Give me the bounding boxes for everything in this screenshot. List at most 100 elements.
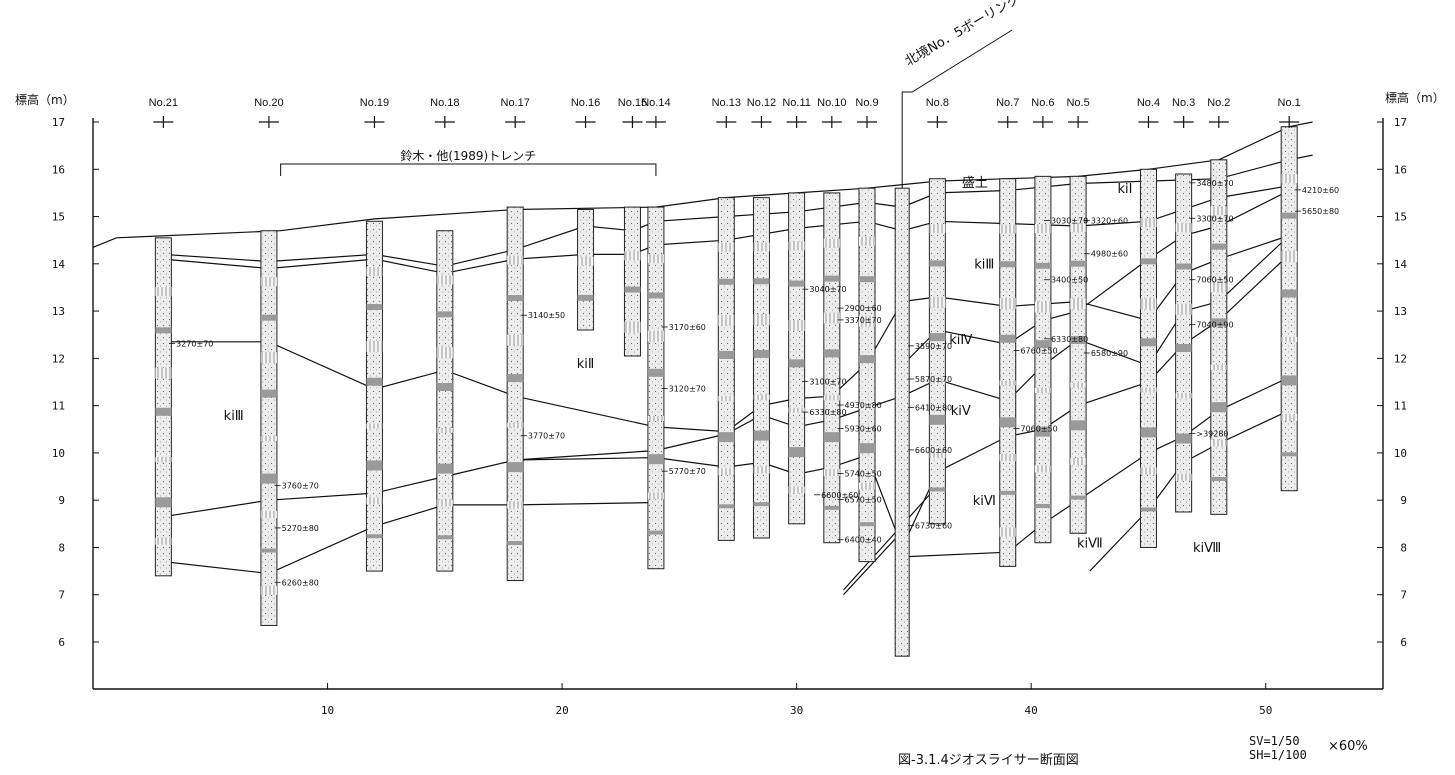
core-layer — [647, 330, 664, 342]
core-layer — [999, 490, 1016, 495]
core-label: No.2 — [1207, 97, 1230, 109]
radiocarbon-date: 3270±70 — [176, 340, 213, 349]
core-layer — [788, 359, 805, 368]
core-layer — [155, 327, 172, 334]
core-layer — [753, 349, 770, 358]
core-layer — [1175, 263, 1192, 270]
core-layer — [753, 394, 770, 400]
core-layer — [366, 304, 383, 311]
radiocarbon-date: 3590±70 — [915, 342, 952, 351]
radiocarbon-date: 6330±80 — [1051, 335, 1088, 344]
core-layer — [753, 314, 770, 326]
radiocarbon-date: 6570±50 — [845, 496, 882, 505]
core-layer — [366, 423, 383, 429]
y-tick-label-right: 15 — [1394, 211, 1407, 224]
y-tick-label-right: 7 — [1400, 589, 1407, 602]
core-layer — [1140, 427, 1157, 438]
radiocarbon-date: 6580±90 — [1091, 349, 1128, 358]
core-layer — [1175, 433, 1192, 444]
radiocarbon-date: 3760±70 — [282, 481, 319, 490]
radiocarbon-date: 5270±80 — [282, 524, 319, 533]
radiocarbon-date: 3120±70 — [669, 384, 706, 393]
unit-label: kiⅢ — [974, 258, 994, 273]
core-label: No.6 — [1031, 97, 1054, 109]
core-layer — [507, 255, 524, 265]
core-layer — [260, 548, 277, 553]
x-tick-label: 40 — [1025, 704, 1038, 717]
core-layer — [155, 497, 172, 508]
core-layer — [507, 541, 524, 546]
radiocarbon-date: 7060±50 — [1196, 276, 1233, 285]
radiocarbon-date: 5770±70 — [669, 467, 706, 476]
fill-label: 盛土 — [962, 176, 988, 191]
y-tick-label-right: 14 — [1394, 258, 1408, 271]
core-layer — [1210, 281, 1227, 292]
unit-label: kiⅡ — [577, 357, 595, 372]
radiocarbon-date: 3370±70 — [845, 316, 882, 325]
trench-label: 鈴木・他(1989)トレンチ — [400, 148, 536, 163]
core-layer — [929, 333, 946, 342]
unit-label: kiⅠ — [1118, 182, 1133, 197]
core-layer — [1140, 338, 1157, 347]
core-layer — [1140, 467, 1157, 475]
core-label: No.7 — [996, 97, 1019, 109]
core-layer — [1070, 457, 1087, 465]
right-axis-title: 標高（m） — [1385, 90, 1445, 105]
radiocarbon-date: 4930±80 — [845, 401, 882, 410]
core-layer — [999, 380, 1016, 386]
core-column — [577, 208, 595, 331]
y-tick-label-left: 10 — [52, 447, 65, 460]
core-layer — [647, 292, 664, 299]
y-tick-label-right: 6 — [1400, 636, 1407, 649]
core-layer — [1175, 393, 1192, 399]
core-layer — [1175, 223, 1192, 233]
core-layer — [859, 315, 875, 327]
core-layer — [1175, 303, 1192, 315]
core-layer — [788, 447, 805, 458]
core-layer — [1070, 495, 1087, 500]
x-tick-label: 50 — [1259, 704, 1272, 717]
x-tick-label: 30 — [790, 704, 803, 717]
core-label: No.18 — [430, 97, 459, 109]
core-layer — [260, 277, 277, 287]
core-layer — [1281, 375, 1298, 386]
core-layer — [155, 457, 172, 463]
core-layer — [260, 436, 277, 442]
core-layer — [859, 276, 875, 283]
core-column — [260, 230, 278, 626]
radiocarbon-date: 3140±50 — [528, 311, 565, 320]
radiocarbon-date: 3770±70 — [528, 432, 565, 441]
core-label: No.15 — [618, 97, 647, 109]
scale-horizontal: SH=1/100 — [1249, 748, 1307, 762]
core-layer — [260, 511, 277, 519]
core-layer — [1140, 218, 1157, 228]
core-column — [623, 206, 641, 357]
core-layer — [929, 260, 946, 267]
unit-label: kiⅣ — [949, 333, 972, 348]
core-layer — [1140, 298, 1157, 310]
unit-label: kiⅧ — [1193, 541, 1221, 556]
radiocarbon-date: 6260±80 — [282, 578, 319, 587]
core-layer — [1034, 387, 1051, 393]
core-layer — [366, 460, 383, 471]
core-layer — [436, 427, 453, 433]
core-label: No.17 — [501, 97, 530, 109]
horizon-ground-surface — [92, 121, 1313, 248]
core-layer — [1070, 298, 1087, 310]
core-layer — [366, 497, 383, 505]
y-tick-label-left: 6 — [58, 636, 65, 649]
y-tick-label-left: 8 — [58, 541, 65, 554]
axis-frame: 6 6 7 7 8 8 9 9 10 10 11 11 12 12 13 13 14 14 15 15 16 16 17 17… — [15, 90, 1445, 717]
core-layer — [647, 454, 664, 465]
core-layer — [859, 522, 875, 527]
core-layer — [788, 320, 805, 331]
radiocarbon-date: 6600±60 — [821, 491, 858, 500]
core-layer — [366, 377, 383, 386]
core-layer — [929, 296, 946, 308]
core-layer — [718, 396, 735, 402]
core-columns: No.21 No.20 No.19 No.18 No.17 No.16 No.15No.14… — [149, 97, 1301, 657]
horizon-fault-line — [843, 485, 938, 591]
y-tick-label-left: 16 — [52, 163, 65, 176]
radiocarbon-date: 3040±70 — [809, 285, 846, 294]
core-layer — [929, 378, 946, 384]
